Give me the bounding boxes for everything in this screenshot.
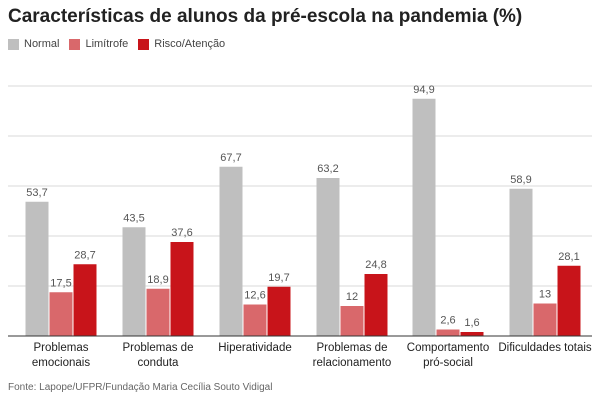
data-label: 53,7	[26, 187, 47, 199]
data-label: 28,7	[74, 249, 95, 261]
bar	[316, 178, 340, 336]
bar	[364, 274, 388, 336]
bar	[73, 264, 97, 336]
legend: Normal Limítrofe Risco/Atenção	[8, 37, 235, 51]
category-label-line: pró-social	[423, 357, 473, 369]
legend-swatch-normal	[8, 38, 19, 50]
legend-swatch-limitrofe	[69, 38, 81, 50]
chart-title: Características de alunos da pré-escola …	[8, 6, 523, 27]
data-label: 37,6	[171, 227, 192, 239]
category-label-line: relacionamento	[313, 357, 392, 369]
data-label: 19,7	[268, 272, 289, 284]
bar	[25, 201, 49, 336]
legend-item-normal: Normal	[8, 38, 59, 50]
bar	[49, 292, 73, 336]
data-label: 67,7	[220, 152, 241, 164]
data-label: 94,9	[413, 84, 434, 96]
bar	[412, 98, 436, 336]
category-label-line: Problemas	[34, 342, 89, 354]
category-label-line: Problemas de	[123, 342, 194, 354]
category-label: Comportamento pró-social	[407, 342, 489, 369]
bar	[340, 306, 364, 336]
category-label: Hiperatividade	[218, 342, 292, 354]
data-label: 12	[346, 291, 358, 303]
legend-item-risco: Risco/Atenção	[138, 38, 225, 50]
bar	[170, 242, 194, 336]
data-label: 28,1	[558, 251, 579, 263]
data-label: 43,5	[123, 212, 144, 224]
bar	[460, 332, 484, 336]
category-label-line: Comportamento	[407, 342, 489, 354]
data-label: 13	[539, 289, 551, 301]
category-label-line: emocionais	[32, 357, 90, 369]
data-label: 2,6	[440, 315, 455, 327]
source-note: Fonte: Lapope/UFPR/Fundação Maria Cecíli…	[8, 382, 273, 393]
category-label-line: Problemas de	[317, 342, 388, 354]
bar	[509, 188, 533, 336]
legend-item-limitrofe: Limítrofe	[69, 38, 128, 50]
category-label-line: conduta	[138, 357, 180, 369]
data-label: 1,6	[464, 317, 479, 329]
category-label: Dificuldades totais	[498, 342, 592, 354]
data-label: 12,6	[244, 290, 265, 302]
category-label-line: Dificuldades totais	[498, 342, 592, 354]
bar	[243, 304, 267, 336]
category-label: Problemas emocionais	[32, 342, 90, 369]
legend-label-limitrofe: Limítrofe	[85, 38, 129, 50]
data-label: 24,8	[365, 259, 386, 271]
bar	[122, 227, 146, 336]
data-label: 58,9	[510, 174, 531, 186]
legend-swatch-risco	[138, 38, 150, 50]
bar	[557, 265, 581, 336]
data-label: 17,5	[50, 277, 71, 289]
category-label-line: Hiperatividade	[218, 342, 292, 354]
category-label: Problemas de relacionamento	[313, 342, 392, 369]
legend-label-risco: Risco/Atenção	[154, 38, 226, 50]
data-label: 18,9	[147, 274, 168, 286]
category-label: Problemas de conduta	[123, 342, 194, 369]
bar	[146, 288, 170, 336]
bar	[267, 286, 291, 336]
legend-label-normal: Normal	[24, 38, 60, 50]
bar	[533, 303, 557, 336]
data-label: 63,2	[317, 163, 338, 175]
bar	[219, 166, 243, 336]
bar	[436, 329, 460, 336]
